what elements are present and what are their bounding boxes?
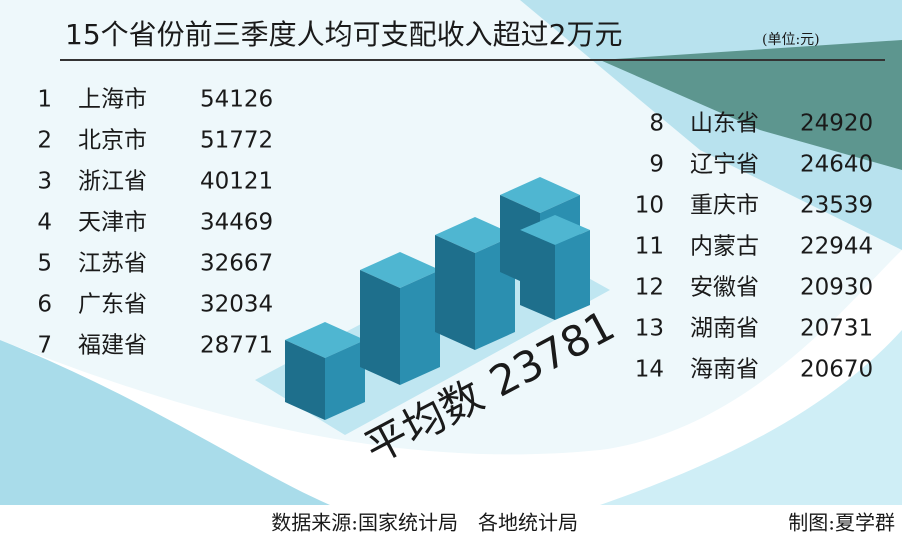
rank: 11 xyxy=(635,234,664,260)
unit: (单位:元) xyxy=(762,32,820,48)
province: 海南省 xyxy=(690,357,759,383)
province: 江苏省 xyxy=(78,251,147,277)
province: 辽宁省 xyxy=(690,152,759,178)
income: 20670 xyxy=(800,357,873,383)
province: 安徽省 xyxy=(690,275,759,301)
title: 15个省份前三季度人均可支配收入超过2万元 xyxy=(65,18,622,51)
footer-credit: 制图:夏学群 xyxy=(788,511,895,535)
income: 32667 xyxy=(200,251,273,277)
province: 广东省 xyxy=(78,292,147,318)
rank: 8 xyxy=(649,111,664,137)
income: 40121 xyxy=(200,169,273,195)
footer-source: 数据来源:国家统计局 各地统计局 xyxy=(271,511,578,535)
rank: 6 xyxy=(37,292,52,318)
income: 24640 xyxy=(800,152,873,178)
province: 上海市 xyxy=(78,87,147,113)
rank: 4 xyxy=(37,210,52,236)
rank: 14 xyxy=(635,357,664,383)
infographic: 15个省份前三季度人均可支配收入超过2万元 (单位:元) 平均数 23781 数… xyxy=(0,0,902,538)
income: 51772 xyxy=(200,128,273,154)
rank: 12 xyxy=(635,275,664,301)
province: 湖南省 xyxy=(690,316,759,342)
province: 重庆市 xyxy=(690,193,759,219)
province: 北京市 xyxy=(78,128,147,154)
income: 24920 xyxy=(800,111,873,137)
province: 天津市 xyxy=(78,210,147,236)
income: 20731 xyxy=(800,316,873,342)
income: 54126 xyxy=(200,87,273,113)
rank: 1 xyxy=(37,87,52,113)
province: 福建省 xyxy=(78,333,147,359)
province: 浙江省 xyxy=(78,169,147,195)
province: 山东省 xyxy=(690,111,759,137)
rank: 7 xyxy=(37,333,52,359)
rank: 9 xyxy=(649,152,664,178)
income: 23539 xyxy=(800,193,873,219)
rank: 10 xyxy=(635,193,664,219)
income: 32034 xyxy=(200,292,273,318)
rank: 13 xyxy=(635,316,664,342)
income: 20930 xyxy=(800,275,873,301)
rank: 5 xyxy=(37,251,52,277)
income: 28771 xyxy=(200,333,273,359)
income: 34469 xyxy=(200,210,273,236)
rank: 2 xyxy=(37,128,52,154)
income: 22944 xyxy=(800,234,873,260)
rank: 3 xyxy=(37,169,52,195)
province: 内蒙古 xyxy=(690,234,759,260)
